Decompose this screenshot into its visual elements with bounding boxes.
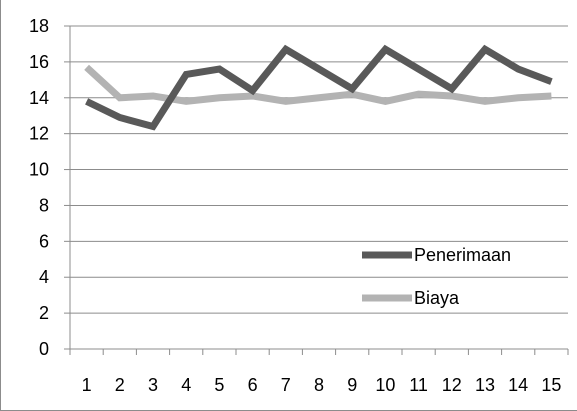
x-tick-label: 14 xyxy=(508,375,528,395)
series-line-biaya xyxy=(84,64,552,105)
data-series xyxy=(84,44,553,131)
y-axis-tick-labels: 0 2 4 6 8 10 12 14 16 18 xyxy=(29,16,49,359)
x-tick-label: 10 xyxy=(375,375,395,395)
x-tick-label: 6 xyxy=(248,375,258,395)
y-tick-label: 6 xyxy=(39,231,49,251)
legend: Penerimaan Biaya xyxy=(362,245,511,308)
x-tick-label: 3 xyxy=(148,375,158,395)
x-tick-label: 11 xyxy=(409,375,428,395)
y-tick-label: 2 xyxy=(39,303,49,323)
y-tick-label: 16 xyxy=(29,52,49,72)
x-tick-label: 9 xyxy=(347,375,357,395)
legend-label-biaya: Biaya xyxy=(414,288,460,308)
x-tick-label: 7 xyxy=(281,375,291,395)
y-tick-label: 14 xyxy=(29,88,49,108)
x-tick-label: 12 xyxy=(442,375,462,395)
y-tick-label: 10 xyxy=(29,160,49,180)
y-tick-label: 12 xyxy=(29,124,49,144)
legend-label-penerimaan: Penerimaan xyxy=(414,245,511,265)
x-tick-label: 2 xyxy=(115,375,125,395)
x-tick-label: 15 xyxy=(541,375,561,395)
x-tick-label: 8 xyxy=(314,375,324,395)
x-tick-label: 13 xyxy=(475,375,495,395)
x-axis-tick-labels: 1 2 3 4 5 6 7 8 9 10 11 12 13 14 15 xyxy=(82,375,562,395)
x-tick-label: 1 xyxy=(82,375,92,395)
y-tick-label: 8 xyxy=(39,195,49,215)
y-tick-label: 0 xyxy=(39,339,49,359)
x-tick-label: 4 xyxy=(181,375,191,395)
series-line-penerimaan xyxy=(85,44,553,131)
y-tick-label: 18 xyxy=(29,16,49,36)
x-tick-label: 5 xyxy=(214,375,224,395)
y-tick-label: 4 xyxy=(39,267,49,287)
axes xyxy=(64,25,569,355)
